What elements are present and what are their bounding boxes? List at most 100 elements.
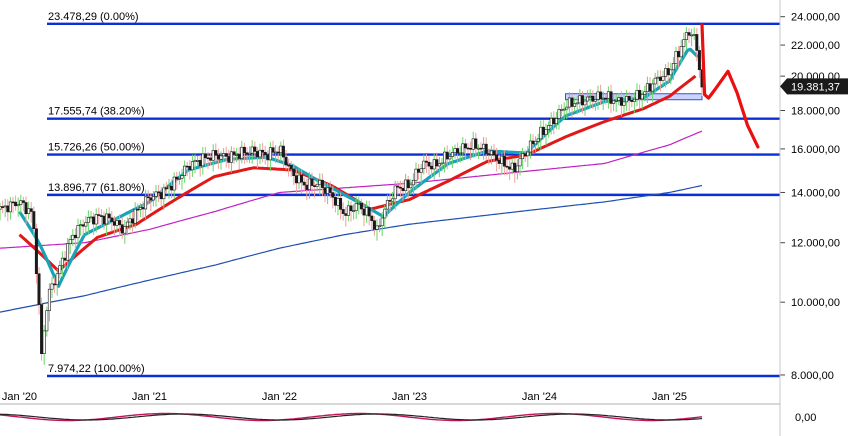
y-tick-label: 22.000,00 xyxy=(791,40,840,52)
candle-body xyxy=(229,151,233,163)
candle-body xyxy=(619,97,623,106)
candle-body xyxy=(149,197,153,201)
candle-body xyxy=(609,91,613,104)
candle-body xyxy=(469,148,473,150)
candle-body xyxy=(401,187,405,192)
candle-body xyxy=(635,89,639,100)
candle-body xyxy=(544,129,548,135)
candle-body xyxy=(487,153,491,155)
candle-body xyxy=(664,68,668,77)
candle-body xyxy=(102,215,106,225)
candle-body xyxy=(432,159,436,170)
candle-body xyxy=(424,160,428,163)
candle-body xyxy=(593,99,597,102)
candle-body xyxy=(456,148,460,154)
candle-body xyxy=(586,96,590,102)
candle-body xyxy=(385,200,389,210)
candle-body xyxy=(661,76,665,81)
candle-body xyxy=(24,202,28,215)
candle-body xyxy=(604,97,608,100)
candle-body xyxy=(476,147,480,150)
candle-body xyxy=(383,208,387,219)
candle-body xyxy=(276,151,280,154)
candle-body xyxy=(1,206,5,208)
candle-body xyxy=(404,179,408,192)
candle-body xyxy=(128,218,132,223)
candle-body xyxy=(539,126,543,140)
candle-body xyxy=(378,225,382,228)
candle-body xyxy=(99,215,103,217)
last-price-tag-shape xyxy=(780,78,848,95)
candle-body xyxy=(323,187,327,194)
candle-body xyxy=(29,208,33,212)
candle-body xyxy=(617,97,621,101)
candle-body xyxy=(406,179,410,189)
candle-body xyxy=(492,150,496,156)
moving-average-magenta xyxy=(0,130,703,249)
candle-body xyxy=(284,156,288,166)
fib-label-4: 7.974,22 (100.00%) xyxy=(48,363,145,375)
candle-body xyxy=(682,39,686,47)
candle-body xyxy=(45,310,49,332)
candle-body xyxy=(219,155,223,160)
candle-body xyxy=(292,168,296,177)
candle-body xyxy=(557,109,561,119)
candle-body xyxy=(326,187,330,194)
candle-body xyxy=(235,154,239,156)
candle-body xyxy=(479,147,483,150)
candle-body xyxy=(86,217,90,223)
candle-body xyxy=(534,140,538,145)
candle-body xyxy=(242,146,246,154)
x-tick-label: Jan '25 xyxy=(652,391,687,403)
candle-body xyxy=(349,205,353,212)
candle-body xyxy=(614,99,618,102)
candle-body xyxy=(19,200,23,205)
candle-body xyxy=(575,102,579,105)
candle-body xyxy=(471,138,475,150)
candle-body xyxy=(55,273,59,285)
candle-body xyxy=(141,207,145,210)
candle-body xyxy=(203,153,207,159)
candle-body xyxy=(11,201,15,204)
candle-body xyxy=(352,210,356,212)
candle-body xyxy=(112,221,116,226)
candle-body xyxy=(185,165,189,168)
candle-body xyxy=(268,147,272,161)
candle-body xyxy=(362,208,366,216)
candle-body xyxy=(339,198,343,210)
y-tick-label: 8.000,00 xyxy=(791,370,834,382)
candle-body xyxy=(157,191,161,194)
candle-body xyxy=(482,143,486,149)
candle-body xyxy=(92,216,96,225)
candle-body xyxy=(170,185,174,191)
candle-body xyxy=(591,95,595,102)
candle-body xyxy=(177,177,181,180)
candle-body xyxy=(648,83,652,92)
candle-body xyxy=(302,181,306,186)
candle-body xyxy=(354,203,358,211)
candle-body xyxy=(107,213,111,219)
candle-body xyxy=(461,143,465,154)
oscillator-panel xyxy=(0,403,780,422)
candle-body xyxy=(380,217,384,227)
candle-body xyxy=(695,34,699,51)
candle-body xyxy=(227,156,231,163)
candle-body xyxy=(521,153,525,160)
candle-body xyxy=(450,152,454,157)
candle-body xyxy=(263,152,267,155)
candle-body xyxy=(3,205,7,208)
candle-body xyxy=(310,178,314,186)
candle-body xyxy=(606,91,610,99)
candle-body xyxy=(552,118,556,125)
candle-body xyxy=(409,184,413,189)
candle-body xyxy=(180,175,184,179)
x-tick-label: Jan '21 xyxy=(132,391,167,403)
candle-body xyxy=(320,179,324,188)
candle-body xyxy=(508,166,512,170)
candle-body xyxy=(144,196,148,210)
candle-body xyxy=(94,214,98,225)
projection-path xyxy=(700,23,760,149)
candle-body xyxy=(198,160,202,167)
candle-body xyxy=(570,97,574,107)
candle-body xyxy=(89,216,93,219)
